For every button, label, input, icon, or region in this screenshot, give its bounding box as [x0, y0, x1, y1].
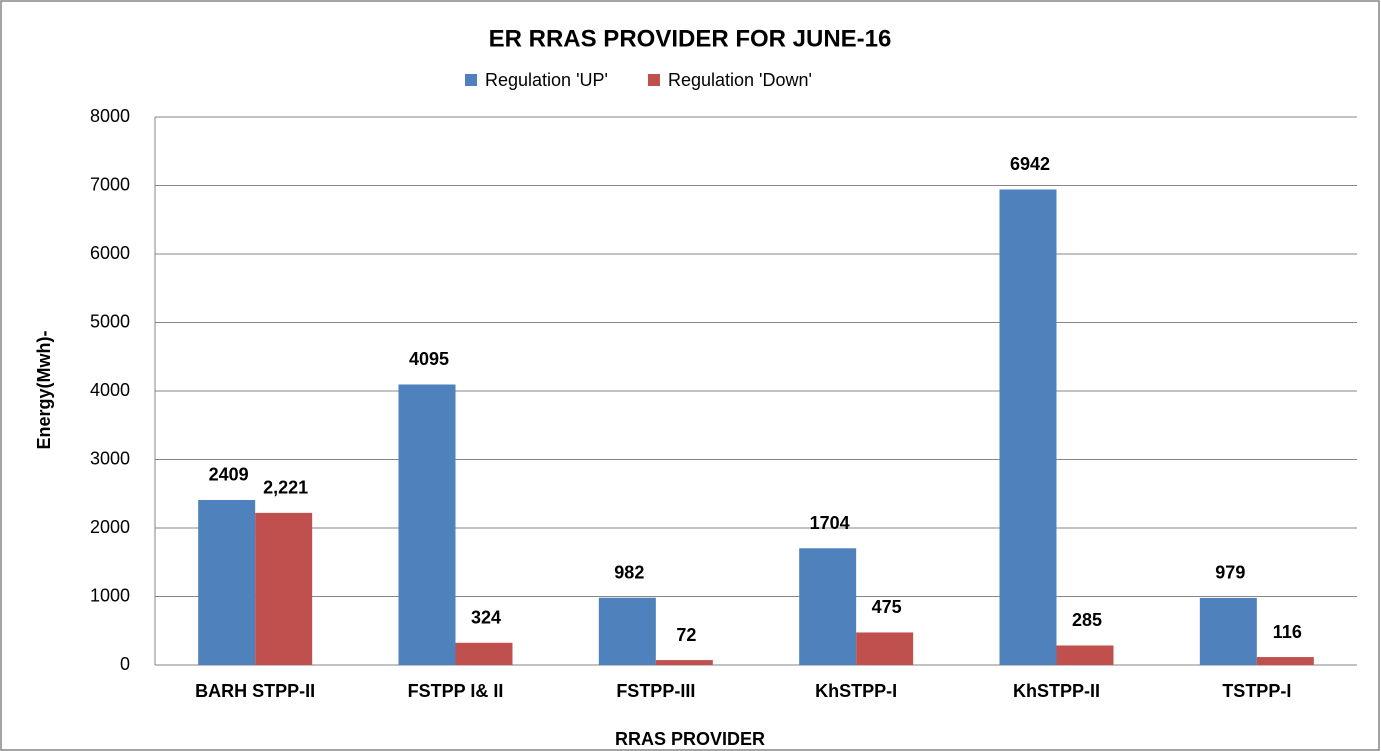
- legend-swatch: [647, 74, 660, 86]
- y-axis-title: Energy(Mwh)-: [34, 330, 54, 449]
- data-label: 6942: [1010, 154, 1050, 174]
- legend-swatch: [465, 74, 477, 86]
- bar: [1056, 645, 1114, 665]
- y-tick-label: 6000: [90, 243, 130, 263]
- bar: [999, 189, 1057, 665]
- bar: [255, 512, 313, 665]
- chart-title: ER RRAS PROVIDER FOR JUNE-16: [489, 25, 892, 52]
- bar: [398, 384, 456, 665]
- data-label: 285: [1072, 610, 1102, 630]
- y-tick-label: 2000: [90, 517, 130, 537]
- bar: [455, 642, 513, 665]
- data-label: 979: [1215, 563, 1245, 583]
- bar: [198, 499, 256, 665]
- y-tick-label: 1000: [90, 585, 130, 605]
- y-tick-label: 5000: [90, 311, 130, 331]
- bar: [856, 632, 914, 665]
- y-tick-label: 0: [120, 654, 130, 674]
- data-label: 1704: [810, 513, 850, 533]
- y-tick-label: 3000: [90, 448, 130, 468]
- x-axis-title: RRAS PROVIDER: [615, 729, 765, 749]
- bar: [1199, 597, 1257, 665]
- x-tick-label: FSTPP I& II: [408, 681, 504, 701]
- legend-label: Regulation 'Down': [668, 70, 812, 90]
- data-label: 72: [676, 625, 696, 645]
- x-tick-label: TSTPP-I: [1222, 681, 1291, 701]
- bar: [799, 548, 857, 665]
- bar: [598, 597, 656, 665]
- y-tick-label: 4000: [90, 380, 130, 400]
- x-tick-label: BARH STPP-II: [195, 681, 315, 701]
- data-label: 475: [872, 597, 902, 617]
- bar: [1256, 657, 1314, 665]
- data-label: 982: [614, 562, 644, 582]
- legend-label: Regulation 'UP': [485, 70, 608, 90]
- y-tick-label: 7000: [90, 174, 130, 194]
- data-label: 4095: [409, 349, 449, 369]
- data-label: 2409: [209, 465, 249, 485]
- x-tick-label: KhSTPP-I: [815, 681, 897, 701]
- data-label: 324: [471, 608, 501, 628]
- x-tick-label: KhSTPP-II: [1013, 681, 1100, 701]
- x-tick-label: FSTPP-III: [616, 681, 695, 701]
- y-tick-label: 8000: [90, 106, 130, 126]
- bar: [655, 660, 713, 665]
- data-label: 116: [1273, 622, 1302, 642]
- data-label: 2,221: [263, 478, 308, 498]
